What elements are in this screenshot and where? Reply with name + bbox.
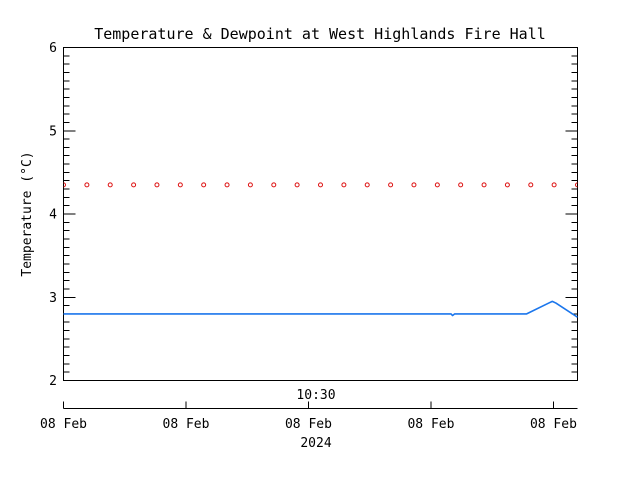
series-layer — [63, 182, 578, 318]
dewpoint-marker — [224, 182, 230, 188]
dewpoint-marker — [271, 182, 277, 188]
dewpoint-marker — [247, 182, 253, 188]
dewpoint-marker — [411, 182, 417, 188]
dewpoint-marker — [294, 182, 300, 188]
dewpoint-marker — [528, 182, 534, 188]
y-tick-label: 6 — [49, 41, 57, 56]
dewpoint-marker — [63, 182, 66, 188]
y-tick-label: 2 — [49, 374, 57, 389]
dewpoint-marker — [481, 182, 487, 188]
x-tick-label: 08 Feb — [40, 417, 87, 432]
x-axis-time-label: 10:30 — [296, 388, 335, 403]
x-tick-label: 08 Feb — [407, 417, 454, 432]
dewpoint-marker — [318, 182, 323, 188]
dewpoint-marker — [154, 182, 160, 188]
axes-layer: 2 3 4 5 6 — [49, 41, 578, 389]
date-axis-layer: 08 Feb 08 Feb 08 Feb 08 Feb 08 Feb — [40, 401, 578, 432]
dewpoint-marker — [388, 182, 394, 188]
dewpoint-marker — [341, 182, 347, 188]
x-tick-label: 08 Feb — [285, 417, 332, 432]
dewpoint-marker — [131, 182, 137, 188]
temperature-line — [63, 300, 578, 318]
y-tick-label: 5 — [49, 124, 57, 139]
dewpoint-marker — [551, 182, 557, 188]
dewpoint-marker — [177, 182, 183, 188]
y-tick-label: 4 — [49, 208, 57, 223]
dewpoint-marker — [504, 182, 510, 188]
x-tick-label: 08 Feb — [530, 417, 577, 432]
dewpoint-marker — [107, 182, 113, 188]
plot-box — [63, 47, 578, 381]
dewpoint-marker — [201, 182, 207, 188]
dewpoint-marker — [84, 182, 90, 188]
dewpoint-marker — [458, 182, 464, 188]
dewpoint-marker — [364, 182, 370, 188]
y-axis-label: Temperature (°C) — [20, 151, 35, 276]
x-tick-label: 08 Feb — [163, 417, 210, 432]
x-axis-year-label: 2024 — [300, 436, 331, 451]
y-tick-label: 3 — [49, 291, 57, 306]
dewpoint-marker — [575, 182, 578, 188]
dewpoint-marker — [434, 182, 440, 188]
chart-title: Temperature & Dewpoint at West Highlands… — [94, 25, 546, 43]
